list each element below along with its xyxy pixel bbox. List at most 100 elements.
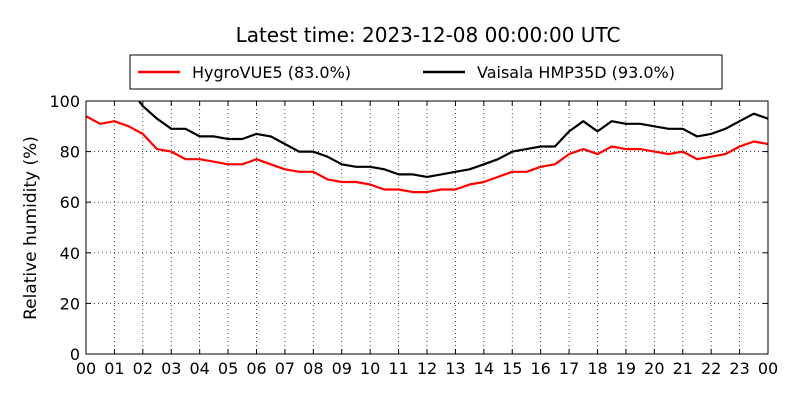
data-point [398, 173, 400, 175]
data-point [412, 191, 414, 193]
data-point [327, 178, 329, 180]
data-point [454, 171, 456, 173]
data-point [483, 181, 485, 183]
data-point [469, 168, 471, 170]
x-tick-label: 13 [445, 359, 465, 378]
data-point [213, 161, 215, 163]
data-point [582, 148, 584, 150]
data-point [440, 173, 442, 175]
data-point [284, 168, 286, 170]
data-point [668, 128, 670, 130]
x-tick-label: 06 [246, 359, 266, 378]
x-tick-label: 11 [388, 359, 408, 378]
data-point [682, 128, 684, 130]
chart-title: Latest time: 2023-12-08 00:00:00 UTC [236, 23, 621, 47]
axis-ticks [85, 100, 769, 355]
x-tick-label: 01 [104, 359, 124, 378]
data-point [170, 151, 172, 153]
x-tick-label: 10 [360, 359, 380, 378]
x-tick-label: 19 [616, 359, 636, 378]
x-tick-label: 17 [559, 359, 579, 378]
x-tick-label: 02 [133, 359, 153, 378]
x-tick-label: 20 [644, 359, 664, 378]
data-point [753, 140, 755, 142]
data-point [497, 158, 499, 160]
data-point [213, 135, 215, 137]
data-point [426, 191, 428, 193]
data-point [483, 163, 485, 165]
data-point [739, 120, 741, 122]
y-tick-label: 20 [60, 294, 80, 313]
series-layer [86, 101, 768, 194]
data-point [412, 173, 414, 175]
data-point [227, 138, 229, 140]
data-point [383, 189, 385, 191]
x-tick-label: 16 [530, 359, 550, 378]
data-point [355, 181, 357, 183]
data-point [156, 118, 158, 120]
data-point [99, 123, 101, 125]
x-tick-label: 14 [474, 359, 494, 378]
x-tick-label: 08 [303, 359, 323, 378]
x-tick-label: 12 [417, 359, 437, 378]
data-point [327, 156, 329, 158]
data-point [554, 163, 556, 165]
grid-lines [86, 101, 768, 354]
x-tick-label: 04 [189, 359, 209, 378]
series-line-hygrovue5 [86, 115, 768, 194]
x-tick-labels: 00 01 02 03 04 05 06 07 08 09 10 11 12 13 14 15 16 17 18 19… [76, 359, 778, 378]
x-tick-label: 09 [332, 359, 352, 378]
data-point [525, 148, 527, 150]
data-point [540, 166, 542, 168]
data-point [611, 146, 613, 148]
data-point [355, 166, 357, 168]
x-tick-label: 07 [275, 359, 295, 378]
x-tick-label: 05 [218, 359, 238, 378]
data-point [113, 120, 115, 122]
x-tick-label: 18 [587, 359, 607, 378]
x-tick-label: 23 [729, 359, 749, 378]
plot-area-frame [85, 100, 769, 355]
data-point [298, 151, 300, 153]
data-point [653, 125, 655, 127]
data-point [597, 130, 599, 132]
y-tick-label: 60 [60, 193, 80, 212]
data-point [511, 171, 513, 173]
data-point [312, 171, 314, 173]
data-point [256, 133, 258, 135]
y-tick-labels: 0 20 40 60 80 100 [49, 92, 80, 364]
data-point [739, 146, 741, 148]
data-point [142, 133, 144, 135]
data-point [184, 158, 186, 160]
x-tick-label: 00 [76, 359, 96, 378]
data-point [398, 189, 400, 191]
data-point [241, 138, 243, 140]
data-point [440, 189, 442, 191]
data-point [724, 153, 726, 155]
data-point [383, 168, 385, 170]
data-point [724, 128, 726, 130]
legend-label-hygrovue5: HygroVUE5 (83.0%) [192, 63, 351, 82]
data-point [128, 125, 130, 127]
data-point [341, 163, 343, 165]
data-point [511, 151, 513, 153]
data-point [696, 158, 698, 160]
data-point [426, 176, 428, 178]
legend-label-vaisala: Vaisala HMP35D (93.0%) [477, 63, 675, 82]
data-point [710, 156, 712, 158]
data-point [568, 130, 570, 132]
data-point [156, 148, 158, 150]
y-tick-label: 80 [60, 143, 80, 162]
data-point [668, 153, 670, 155]
data-point [341, 181, 343, 183]
x-tick-label: 22 [701, 359, 721, 378]
data-point [369, 166, 371, 168]
data-point [227, 163, 229, 165]
data-point [369, 183, 371, 185]
data-point [554, 146, 556, 148]
data-point [469, 183, 471, 185]
data-point [199, 135, 201, 137]
data-point [497, 176, 499, 178]
